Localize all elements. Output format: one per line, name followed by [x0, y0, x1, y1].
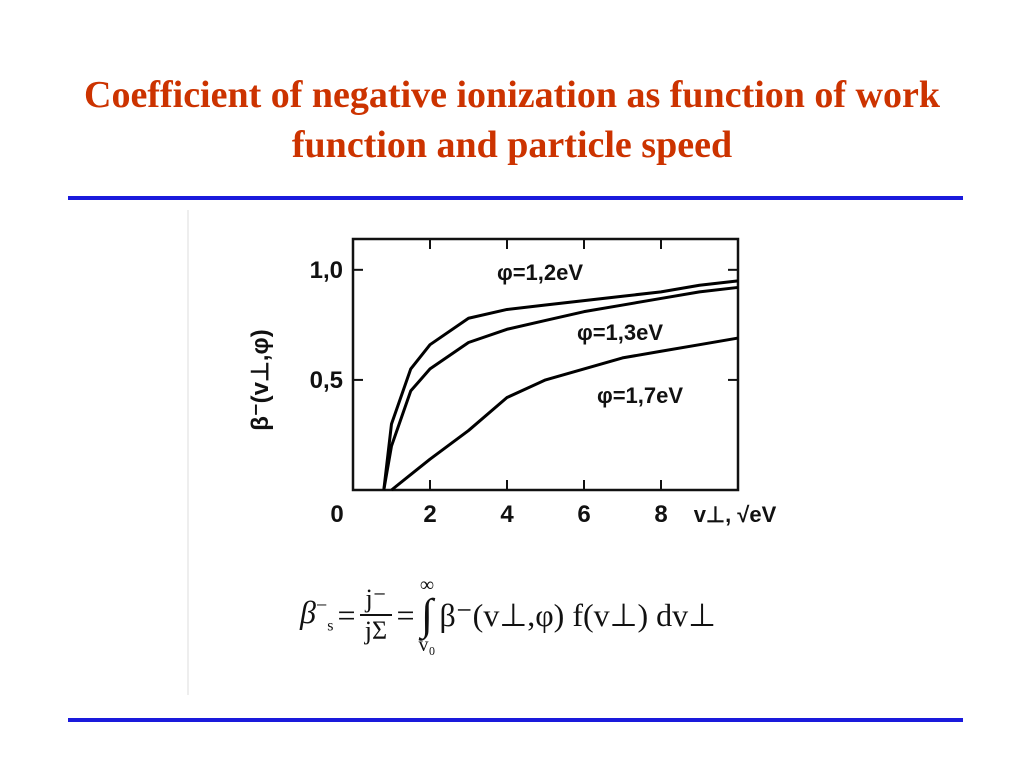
- formula-sup: −: [315, 594, 328, 617]
- series-line: [390, 336, 739, 492]
- formula-beta: β: [300, 594, 316, 631]
- formula-eq: =: [337, 596, 356, 633]
- x-tick-label: 2: [423, 501, 436, 528]
- x-tick-label: 6: [577, 501, 590, 528]
- y-tick-label: 1,0: [310, 257, 343, 284]
- y-tick-label: 0,5: [310, 367, 343, 394]
- slide-title: Coefficient of negative ionization as fu…: [84, 74, 940, 166]
- x-tick-label: 8: [654, 501, 667, 528]
- plot-frame: [351, 237, 740, 492]
- formula-upper: ∞: [419, 574, 435, 596]
- series-label: φ=1,2eV: [497, 260, 583, 285]
- formula-den: jΣ: [364, 616, 388, 645]
- formula-eq: =: [396, 596, 415, 633]
- formula-integrand: β⁻(v⊥,φ) f(v⊥) dv⊥: [439, 597, 717, 633]
- formula: β−s = j⁻ jΣ = ∞ ∫ v₀ β⁻(v⊥,φ) f(v⊥) dv⊥: [300, 575, 716, 655]
- y-axis-label: β⁻(v⊥,φ): [247, 329, 274, 430]
- x-tick-label: 0: [330, 501, 343, 528]
- formula-sub: s: [327, 617, 334, 635]
- series-line: [382, 279, 739, 491]
- series-label: φ=1,7eV: [597, 383, 683, 408]
- series-label: φ=1,3eV: [577, 320, 663, 345]
- x-axis-label: v⊥, √eV: [694, 502, 777, 527]
- formula-integral: ∞ ∫ v₀: [419, 575, 436, 655]
- series-line: [382, 285, 739, 491]
- formula-int-sign: ∫: [420, 590, 434, 639]
- formula-num: j⁻: [359, 584, 393, 616]
- formula-lower: v₀: [418, 634, 436, 656]
- x-tick-label: 4: [500, 501, 514, 528]
- formula-fraction: j⁻ jΣ: [359, 584, 393, 646]
- formula-lhs: β−s: [300, 594, 333, 635]
